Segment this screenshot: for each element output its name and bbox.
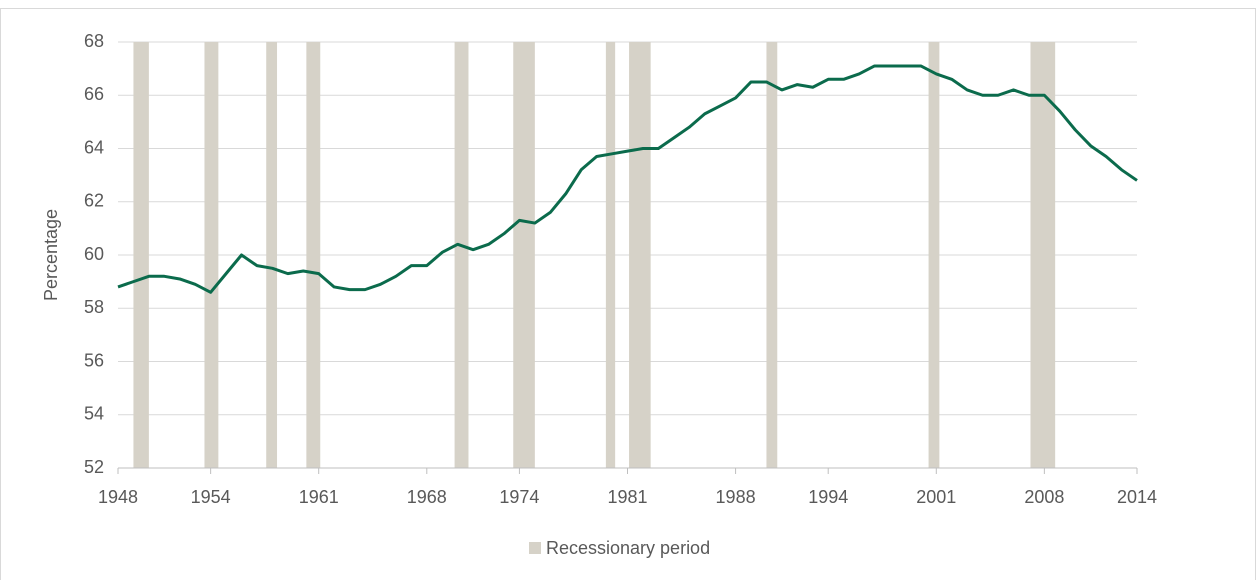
y-tick-label: 60 [84,244,104,264]
recession-band [629,42,651,468]
recession-band [204,42,219,468]
y-tick-label: 58 [84,297,104,317]
x-tick-label: 1954 [191,487,231,507]
data-line [117,64,1138,294]
x-tick-label: 1961 [299,487,339,507]
x-tick-label: 1988 [716,487,756,507]
legend-swatch [529,542,541,554]
y-tick-label: 68 [84,31,104,51]
x-tick-label: 2001 [916,487,956,507]
y-tick-label: 54 [84,404,104,424]
recession-band [1030,42,1056,468]
x-tick-label: 1994 [808,487,848,507]
y-tick-label: 52 [84,457,104,477]
y-tick-label: 56 [84,350,104,370]
recession-band [605,42,616,468]
recession-band [454,42,469,468]
recession-band [513,42,535,468]
y-tick-label: 66 [84,84,104,104]
x-tick-label: 2008 [1024,487,1064,507]
chart-frame [0,8,1256,580]
x-tick-label: 1974 [499,487,539,507]
recession-band [133,42,149,468]
y-axis-label: Percentage [41,209,61,301]
x-tick-label: 1968 [407,487,447,507]
x-tick-label: 1948 [98,487,138,507]
y-tick-label: 62 [84,191,104,211]
x-tick-label: 2014 [1117,487,1157,507]
recession-band [266,42,278,468]
y-tick-label: 64 [84,137,104,157]
recession-band [928,42,940,468]
recession-band [766,42,778,468]
legend-label: Recessionary period [546,538,710,558]
x-tick-label: 1981 [607,487,647,507]
recession-band [306,42,321,468]
